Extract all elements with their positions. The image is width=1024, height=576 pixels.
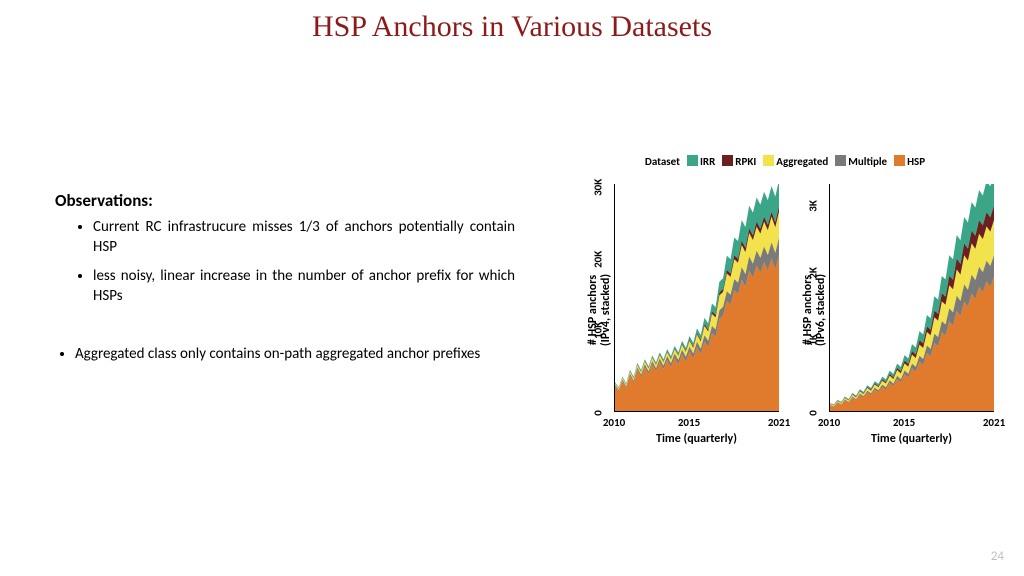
xtick-label: 2021 [983,416,1005,429]
ipv6-yticks: 01K2K3K [813,180,827,412]
ipv6-panel: # HSP anchors(IPv6, stacked) 01K2K3K 201… [785,180,1000,440]
ipv6-plot [829,184,994,412]
xtick-label: 2015 [893,416,915,429]
ytick-label: 0 [592,410,605,416]
legend-swatch [835,155,846,166]
ipv4-panel: # HSP anchors(IPv4, stacked) 010K20K30K … [570,180,785,440]
text-content: Observations: Current RC infrastrucure m… [55,190,515,364]
legend-label: RPKI [735,155,756,168]
page-number: 24 [991,549,1004,564]
figure-area: DatasetIRRRPKIAggregatedMultipleHSP # HS… [570,155,1000,455]
aggregated-note-list: Aggregated class only contains on-path a… [55,344,515,364]
xtick-label: 2010 [603,416,625,429]
ytick-label: 20K [592,250,605,267]
slide-title: HSP Anchors in Various Datasets [0,10,1024,44]
ipv4-plot [614,184,779,412]
legend-label: Aggregated [776,155,828,168]
ipv4-yticks: 010K20K30K [598,180,612,412]
legend-swatch [763,155,774,166]
ytick-label: 2K [807,267,820,279]
legend-swatch [722,155,733,166]
xtick-label: 2010 [818,416,840,429]
xtick-label: 2015 [678,416,700,429]
ipv6-xlabel: Time (quarterly) [829,432,994,446]
legend-swatch [687,155,698,166]
legend-swatch [894,155,905,166]
legend-label: IRR [700,155,715,168]
ytick-label: 1K [807,334,820,346]
ytick-label: 0 [807,410,820,416]
chart-legend: Dataset IRR RPKI Aggregated Multiple HSP [570,155,1000,168]
ytick-label: 30K [592,179,605,196]
ytick-label: 3K [807,200,820,212]
observations-heading: Observations: [55,190,515,211]
list-item: less noisy, linear increase in the numbe… [93,266,515,307]
ipv4-xticks: 201020152021 [614,416,779,430]
legend-label: Multiple [848,155,887,168]
legend-label: HSP [907,155,925,168]
ipv4-xlabel: Time (quarterly) [614,432,779,446]
observations-list: Current RC infrastrucure misses 1/3 of a… [55,217,515,306]
list-item: Aggregated class only contains on-path a… [75,344,515,364]
ipv6-xticks: 201020152021 [829,416,994,430]
legend-title: Dataset [645,155,680,168]
list-item: Current RC infrastrucure misses 1/3 of a… [93,217,515,258]
ytick-label: 10K [592,321,605,338]
